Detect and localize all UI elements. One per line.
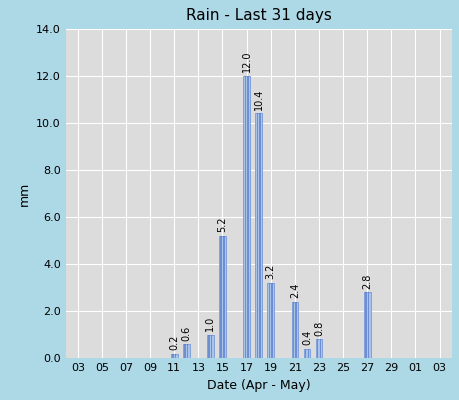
Bar xyxy=(295,302,296,358)
Bar xyxy=(271,283,272,358)
Bar xyxy=(268,283,269,358)
Text: 0.4: 0.4 xyxy=(301,330,311,345)
Bar xyxy=(223,236,224,358)
Bar xyxy=(364,292,366,358)
Text: 12.0: 12.0 xyxy=(241,51,251,72)
Bar xyxy=(171,354,177,358)
Bar xyxy=(218,236,225,358)
Bar xyxy=(186,344,188,358)
Bar xyxy=(259,114,260,358)
Bar xyxy=(267,283,274,358)
Bar xyxy=(256,114,257,358)
Bar xyxy=(303,349,309,358)
Bar xyxy=(243,76,249,358)
Bar xyxy=(316,340,318,358)
Title: Rain - Last 31 days: Rain - Last 31 days xyxy=(185,8,331,23)
Bar xyxy=(363,292,370,358)
Bar xyxy=(172,354,174,358)
Bar xyxy=(367,292,369,358)
Y-axis label: mm: mm xyxy=(17,181,30,206)
Bar xyxy=(207,335,213,358)
Bar xyxy=(183,344,189,358)
Text: 0.2: 0.2 xyxy=(169,335,179,350)
Bar xyxy=(211,335,212,358)
Bar xyxy=(220,236,221,358)
Bar xyxy=(292,302,294,358)
Text: 2.4: 2.4 xyxy=(289,283,299,298)
Bar xyxy=(246,76,248,358)
Text: 1.0: 1.0 xyxy=(205,316,215,331)
Text: 5.2: 5.2 xyxy=(217,217,227,232)
X-axis label: Date (Apr - May): Date (Apr - May) xyxy=(207,379,310,392)
Text: 0.6: 0.6 xyxy=(181,325,191,340)
Bar xyxy=(184,344,185,358)
Bar xyxy=(174,354,176,358)
Bar xyxy=(291,302,297,358)
Bar xyxy=(208,335,209,358)
Text: 10.4: 10.4 xyxy=(253,88,263,110)
Bar xyxy=(304,349,306,358)
Bar xyxy=(244,76,246,358)
Text: 0.8: 0.8 xyxy=(313,321,323,336)
Bar xyxy=(315,340,322,358)
Bar xyxy=(307,349,308,358)
Text: 2.8: 2.8 xyxy=(361,274,371,289)
Bar xyxy=(255,114,262,358)
Bar xyxy=(319,340,320,358)
Text: 3.2: 3.2 xyxy=(265,264,275,279)
